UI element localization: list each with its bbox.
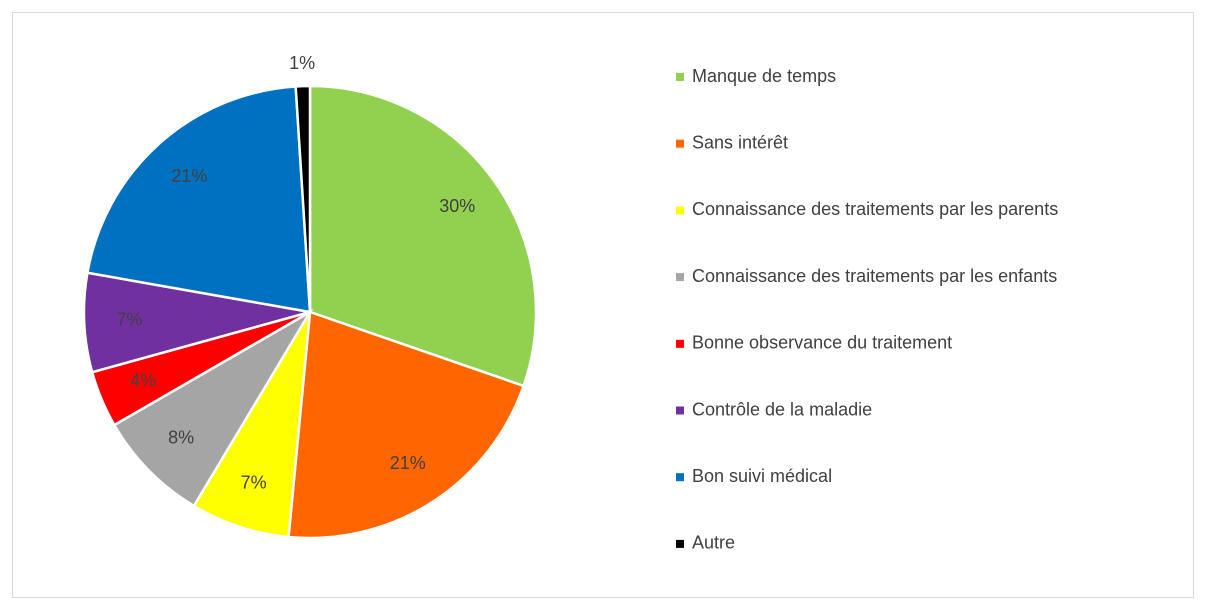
pie-slice	[85, 85, 312, 314]
legend-swatch	[676, 139, 684, 148]
data-label: 7%	[241, 473, 267, 493]
legend-swatch	[676, 206, 684, 215]
pie-slice	[287, 310, 526, 540]
legend-label: Sans intérêt	[692, 132, 788, 152]
pie-slice	[308, 84, 538, 388]
pie-slice	[112, 308, 314, 508]
legend-swatch	[676, 339, 684, 348]
data-label: 21%	[171, 166, 207, 186]
data-label: 8%	[168, 428, 194, 448]
legend-label: Autre	[692, 533, 735, 553]
legend-label: Contrôle de la maladie	[692, 399, 872, 419]
legend-label: Connaissance des traitements par les enf…	[692, 266, 1057, 286]
legend-swatch	[676, 473, 684, 482]
legend-label: Manque de temps	[692, 66, 836, 86]
pie-slice	[82, 271, 311, 374]
data-label: 21%	[390, 453, 426, 473]
pie-slice	[192, 311, 312, 539]
legend-swatch	[676, 406, 684, 415]
data-label: 4%	[130, 371, 156, 391]
data-label: 1%	[289, 53, 315, 73]
legend-swatch	[676, 273, 684, 282]
legend-label: Bon suivi médical	[692, 466, 832, 486]
pie-slice	[294, 84, 312, 313]
data-label: 7%	[116, 309, 142, 329]
legend-swatch	[676, 539, 684, 548]
legend-label: Connaissance des traitements par les par…	[692, 199, 1058, 219]
data-label: 30%	[439, 196, 475, 216]
legend-label: Bonne observance du traitement	[692, 333, 952, 353]
legend-swatch	[676, 73, 684, 81]
